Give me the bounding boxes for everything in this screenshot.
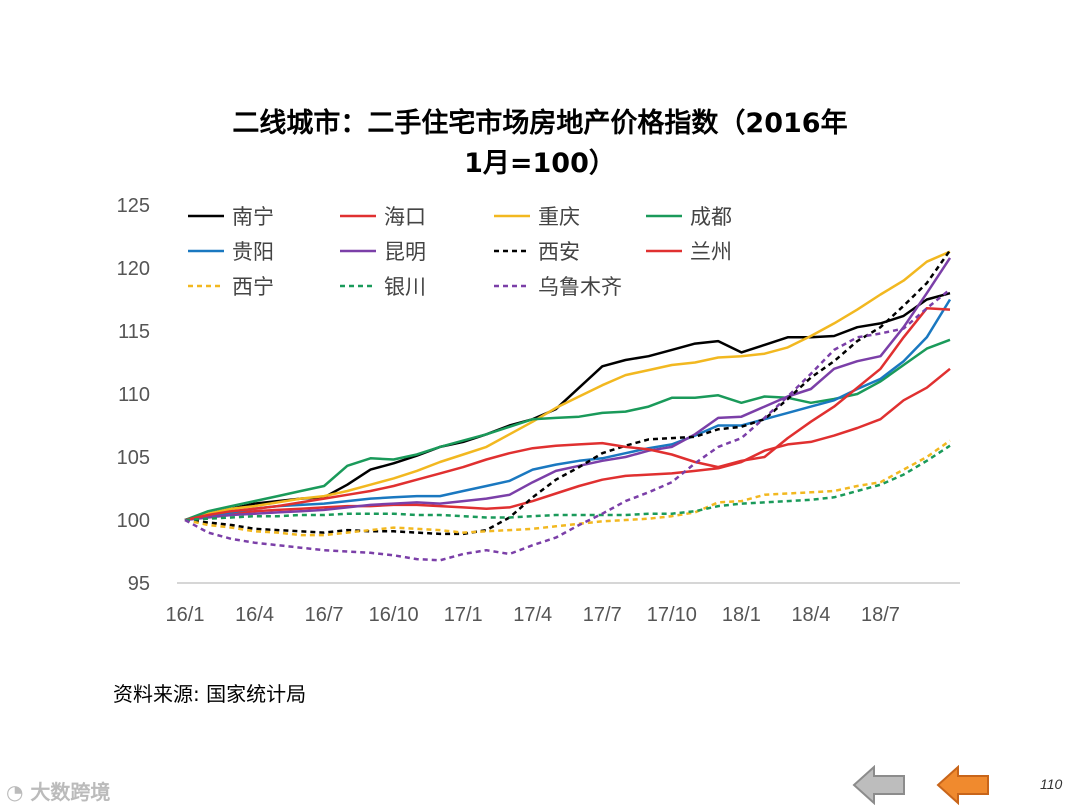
- x-tick-label: 16/7: [305, 604, 344, 626]
- series-line-海口: [184, 367, 951, 522]
- series-line-乌鲁木齐: [184, 288, 951, 562]
- legend-label: 南宁: [232, 205, 274, 229]
- legend-label: 西宁: [232, 275, 274, 299]
- series-line-西安: [184, 249, 952, 536]
- y-tick-label: 95: [128, 573, 150, 595]
- y-tick-label: 105: [117, 447, 150, 469]
- x-tick-label: 17/4: [513, 604, 552, 626]
- y-tick-label: 100: [117, 510, 150, 532]
- y-tick-label: 125: [117, 195, 150, 217]
- y-tick-label: 120: [117, 258, 150, 280]
- series-line-西宁: [184, 439, 951, 537]
- legend-label: 西安: [538, 240, 580, 264]
- series-line-贵阳: [184, 298, 952, 522]
- series-line-昆明: [184, 257, 952, 522]
- watermark-logo: ◔ 大数跨境: [6, 776, 110, 805]
- legend-label: 昆明: [384, 240, 426, 264]
- x-tick-label: 18/4: [791, 604, 830, 626]
- x-tick-label: 16/10: [369, 604, 419, 626]
- chart-title-line1: 二线城市：二手住宅市场房地产价格指数（2016年: [232, 108, 848, 139]
- x-tick-label: 18/7: [861, 604, 900, 626]
- x-tick-label: 16/4: [235, 604, 274, 626]
- source-note: 资料来源: 国家统计局: [113, 682, 307, 706]
- legend-label: 贵阳: [232, 240, 274, 264]
- watermark-icon: ◔: [6, 780, 24, 804]
- left-arrow-icon: [852, 764, 905, 806]
- y-tick-label: 115: [118, 321, 150, 343]
- x-tick-label: 17/1: [444, 604, 483, 626]
- legend-label: 银川: [384, 275, 426, 299]
- legend-label: 兰州: [690, 240, 732, 264]
- series-line-重庆: [184, 250, 951, 522]
- series-line-兰州: [184, 307, 951, 522]
- back-arrow-button[interactable]: [852, 764, 908, 806]
- legend-label: 乌鲁木齐: [538, 275, 622, 299]
- page-number: 110: [1040, 776, 1063, 792]
- legend-label: 重庆: [538, 205, 580, 229]
- chart-title-line2: 1月=100）: [464, 148, 616, 179]
- x-tick-label: 18/1: [722, 604, 761, 626]
- legend-label: 海口: [384, 205, 426, 229]
- x-tick-label: 17/10: [647, 604, 697, 626]
- watermark-text: 大数跨境: [30, 780, 111, 804]
- series-line-成都: [184, 338, 951, 522]
- forward-arrow-button[interactable]: [936, 764, 992, 806]
- x-tick-label: 17/7: [583, 604, 622, 626]
- x-tick-label: 16/1: [166, 604, 205, 626]
- orange-left-arrow-icon: [936, 764, 989, 806]
- y-tick-label: 110: [118, 384, 150, 406]
- series-line-银川: [184, 444, 951, 522]
- legend-label: 成都: [690, 205, 732, 229]
